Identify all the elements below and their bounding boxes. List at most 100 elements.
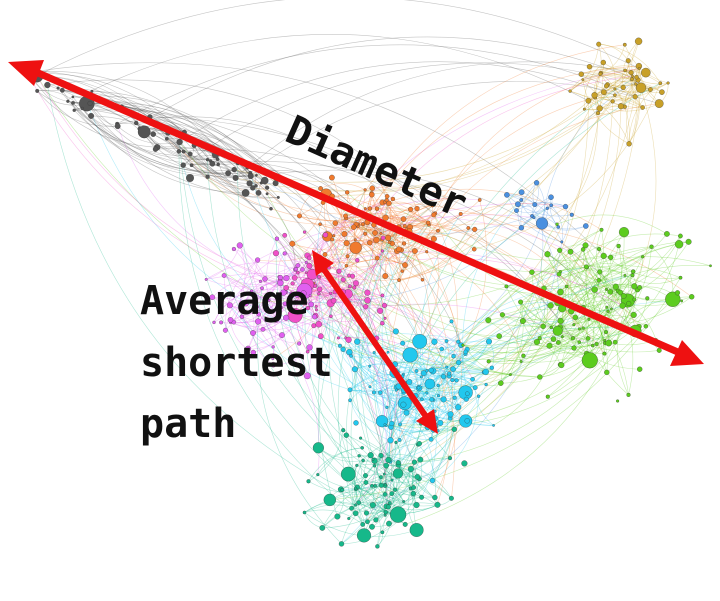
graph-edge — [377, 455, 382, 486]
graph-node — [295, 300, 299, 304]
graph-edge — [191, 164, 268, 190]
graph-edge — [251, 268, 297, 292]
graph-node — [603, 338, 607, 342]
graph-node — [328, 291, 333, 295]
graph-edge — [299, 215, 368, 229]
graph-edge — [330, 293, 347, 338]
graph-edge — [191, 164, 279, 199]
graph-edge — [349, 380, 420, 391]
graph-edge — [434, 68, 640, 214]
graph-node — [330, 237, 335, 242]
graph-edge — [308, 481, 382, 493]
graph-node — [419, 494, 425, 500]
graph-edge — [551, 309, 609, 328]
graph-edge — [327, 236, 400, 281]
graph-node — [420, 278, 425, 282]
graph-edge — [406, 302, 558, 413]
graph-node — [332, 220, 339, 226]
graph-node — [273, 316, 280, 323]
graph-node — [354, 338, 361, 345]
graph-node — [181, 149, 186, 154]
graph-edge — [582, 241, 689, 308]
graph-edge — [347, 97, 596, 297]
graph-edge — [346, 434, 396, 490]
graph-node — [417, 456, 424, 463]
graph-node — [312, 314, 318, 320]
graph-edge — [426, 251, 462, 498]
graph-edge — [437, 199, 488, 386]
graph-edge — [488, 316, 580, 343]
graph-node — [381, 302, 388, 308]
graph-edge — [84, 34, 589, 101]
graph-edge — [206, 262, 296, 280]
graph-node — [547, 302, 554, 309]
graph-node — [416, 385, 421, 390]
graph-edge — [351, 482, 367, 509]
graph-node — [387, 501, 392, 506]
graph-node — [360, 522, 366, 527]
graph-node — [477, 198, 482, 202]
graph-edge — [72, 96, 229, 174]
graph-edge — [139, 128, 322, 337]
graph-edge — [297, 197, 552, 303]
graph-edge — [432, 68, 640, 372]
graph-node — [537, 374, 543, 380]
graph-node — [504, 192, 510, 198]
graph-node — [304, 260, 308, 264]
graph-node — [557, 288, 564, 296]
graph-edge — [382, 202, 454, 505]
graph-edge — [624, 70, 637, 144]
graph-node — [308, 294, 312, 297]
graph-edge — [520, 301, 660, 353]
graph-node — [329, 174, 335, 181]
graph-node — [622, 42, 627, 47]
graph-edge — [310, 295, 607, 354]
graph-edge — [338, 75, 633, 272]
graph-edge — [257, 253, 286, 322]
graph-edge — [233, 276, 280, 323]
graph-node — [640, 105, 645, 110]
graph-edge — [89, 103, 257, 176]
graph-node — [656, 347, 662, 353]
graph-edge — [598, 43, 616, 90]
graph-edge — [315, 310, 381, 322]
graph-edge — [258, 314, 320, 475]
graph-node — [402, 347, 418, 363]
graph-edge — [600, 72, 643, 108]
graph-edge — [356, 341, 447, 370]
graph-node — [291, 275, 298, 281]
graph-node — [363, 231, 368, 236]
graph-edge — [89, 102, 276, 179]
graph-edge — [322, 474, 398, 529]
graph-node — [556, 271, 562, 277]
graph-edge — [333, 216, 386, 236]
graph-node — [377, 307, 384, 314]
graph-node — [276, 195, 280, 199]
graph-edge — [418, 335, 500, 388]
graph-node — [374, 255, 380, 261]
graph-edge — [320, 336, 407, 414]
graph-edge — [338, 259, 406, 272]
graph-edge — [117, 123, 191, 155]
graph-edge — [212, 296, 298, 311]
graph-node — [372, 464, 377, 468]
graph-node — [426, 220, 431, 225]
graph-node — [557, 317, 564, 324]
graph-node — [626, 141, 632, 147]
graph-edge — [309, 265, 484, 373]
graph-edge — [458, 341, 490, 363]
graph-edge — [550, 205, 563, 242]
graph-edge — [369, 242, 400, 281]
graph-edge — [286, 287, 387, 507]
graph-edge — [257, 288, 342, 545]
graph-edge — [62, 90, 208, 177]
graph-edge — [506, 286, 544, 327]
graph-edge — [117, 44, 636, 125]
graph-node — [209, 294, 216, 300]
graph-edge — [603, 84, 651, 93]
graph-node — [591, 286, 598, 293]
graph-edge — [384, 202, 392, 239]
graph-edge — [399, 229, 475, 281]
graph-edge — [207, 159, 272, 209]
